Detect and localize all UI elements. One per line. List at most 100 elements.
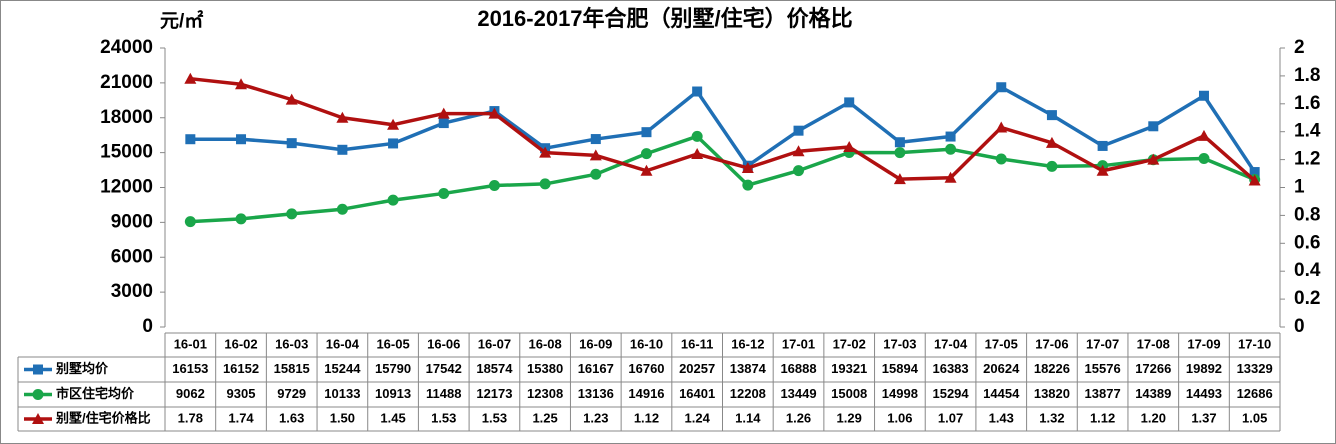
data-label: 19892 (1186, 361, 1222, 376)
data-label: 14389 (1135, 386, 1171, 401)
data-label: 1.25 (532, 410, 557, 425)
marker (286, 208, 298, 220)
marker (793, 165, 805, 177)
marker (1148, 121, 1159, 132)
data-label: 1.20 (1141, 410, 1166, 425)
y2-tick-label: 1.2 (1294, 149, 1320, 170)
data-label: 12208 (730, 386, 766, 401)
marker (843, 141, 856, 153)
x-tick-label: 17-09 (1187, 336, 1220, 351)
x-tick-label: 16-09 (579, 336, 612, 351)
marker (438, 187, 450, 199)
y-tick-label: 15000 (100, 142, 153, 163)
data-label: 15294 (932, 386, 969, 401)
marker (539, 146, 552, 158)
marker (1198, 90, 1209, 101)
y-tick-label: 21000 (100, 72, 153, 93)
marker (894, 137, 905, 148)
marker (742, 179, 754, 191)
marker (387, 194, 399, 206)
x-tick-label: 17-06 (1035, 336, 1068, 351)
y2-tick-label: 0.4 (1294, 260, 1321, 281)
data-label: 1.12 (1090, 410, 1115, 425)
marker (387, 118, 400, 130)
data-label: 13820 (1034, 386, 1070, 401)
series-line (190, 85, 1257, 174)
x-tick-label: 17-05 (985, 336, 1018, 351)
data-label: 14998 (882, 386, 918, 401)
marker (285, 93, 298, 105)
x-tick-label: 16-10 (630, 336, 663, 351)
data-label: 18574 (476, 361, 513, 376)
data-label: 18226 (1034, 361, 1070, 376)
data-label: 16401 (679, 386, 715, 401)
y2-tick-label: 0.6 (1294, 232, 1320, 253)
data-label: 16152 (223, 361, 259, 376)
data-label: 15894 (882, 361, 919, 376)
data-label: 16153 (172, 361, 208, 376)
marker (741, 161, 754, 173)
data-label: 1.78 (178, 410, 203, 425)
marker (1198, 153, 1210, 165)
data-label: 1.24 (685, 410, 711, 425)
marker (1046, 160, 1058, 172)
x-tick-label: 17-02 (833, 336, 866, 351)
x-tick-label: 16-04 (326, 336, 360, 351)
chart-title: 2016-2017年合肥（别墅/住宅）价格比 (477, 6, 852, 31)
data-label: 15244 (324, 361, 361, 376)
data-label: 16760 (628, 361, 664, 376)
marker (792, 145, 805, 157)
marker (184, 216, 196, 228)
x-tick-label: 17-10 (1238, 336, 1271, 351)
marker (691, 148, 704, 160)
y2-tick-label: 1.6 (1294, 93, 1320, 114)
marker (388, 138, 399, 149)
x-tick-label: 16-03 (275, 336, 308, 351)
marker (590, 168, 602, 180)
data-label: 1.14 (735, 410, 761, 425)
data-label: 1.45 (380, 410, 405, 425)
y-axis-label: 元/㎡ (160, 9, 203, 32)
x-tick-label: 16-02 (224, 336, 257, 351)
marker (1096, 164, 1109, 176)
data-label: 15576 (1085, 361, 1121, 376)
x-tick-label: 16-05 (376, 336, 409, 351)
marker (539, 178, 551, 190)
data-label: 16383 (932, 361, 968, 376)
x-tick-label: 16-08 (528, 336, 561, 351)
x-tick-label: 17-04 (934, 336, 968, 351)
data-label: 1.37 (1191, 410, 1216, 425)
marker (793, 125, 804, 136)
data-label: 17542 (426, 361, 462, 376)
x-tick-label: 16-06 (427, 336, 460, 351)
data-label: 1.53 (431, 410, 456, 425)
marker (438, 118, 449, 129)
marker (944, 171, 957, 183)
y-tick-label: 9000 (111, 211, 153, 232)
marker (589, 149, 602, 161)
data-label: 10913 (375, 386, 411, 401)
marker (1045, 136, 1058, 148)
data-label: 13136 (578, 386, 614, 401)
data-label: 1.06 (887, 410, 912, 425)
data-label: 10133 (324, 386, 360, 401)
data-label: 12308 (527, 386, 563, 401)
y-tick-label: 12000 (100, 177, 153, 198)
marker (894, 147, 906, 159)
data-label: 1.05 (1242, 410, 1267, 425)
x-tick-label: 16-11 (681, 336, 714, 351)
y-tick-label: 3000 (111, 281, 153, 302)
marker (336, 203, 348, 215)
marker (1097, 140, 1108, 151)
marker (437, 107, 450, 119)
y-tick-label: 6000 (111, 246, 153, 267)
data-label: 14454 (983, 386, 1020, 401)
marker (640, 148, 652, 160)
marker (337, 144, 348, 155)
y-tick-label: 0 (142, 316, 153, 337)
marker (236, 134, 247, 145)
data-label: 9729 (277, 386, 306, 401)
marker (32, 413, 44, 424)
data-label: 15815 (274, 361, 310, 376)
marker (641, 127, 652, 138)
